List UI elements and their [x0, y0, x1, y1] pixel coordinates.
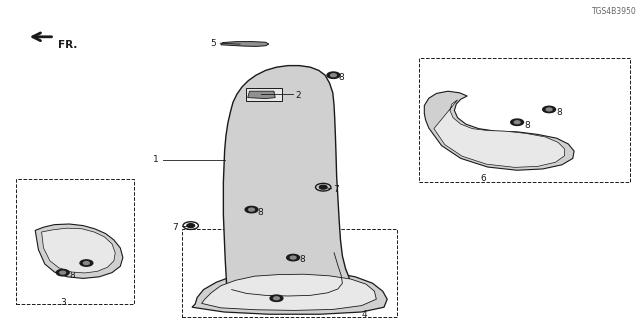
Text: 5: 5 — [211, 39, 216, 48]
Polygon shape — [424, 91, 574, 170]
Circle shape — [291, 256, 296, 259]
Text: 8: 8 — [557, 108, 563, 117]
Polygon shape — [248, 91, 275, 99]
Text: 3: 3 — [60, 298, 65, 307]
Text: 7: 7 — [333, 185, 339, 194]
Polygon shape — [419, 58, 630, 182]
Polygon shape — [42, 228, 115, 273]
Circle shape — [319, 185, 327, 189]
Polygon shape — [223, 66, 351, 301]
Circle shape — [274, 297, 280, 300]
Circle shape — [60, 271, 65, 274]
Polygon shape — [434, 100, 564, 167]
Polygon shape — [246, 88, 282, 101]
Polygon shape — [221, 42, 269, 46]
Circle shape — [287, 254, 300, 261]
Text: 7: 7 — [172, 223, 178, 232]
Circle shape — [80, 260, 93, 266]
Circle shape — [515, 121, 520, 124]
Circle shape — [543, 106, 556, 113]
Text: 4: 4 — [362, 310, 367, 319]
Text: 6: 6 — [481, 174, 486, 183]
Text: 8: 8 — [69, 271, 75, 280]
Text: 8: 8 — [284, 296, 290, 305]
Polygon shape — [202, 274, 376, 310]
Polygon shape — [182, 229, 397, 317]
Text: 8: 8 — [339, 73, 344, 82]
Circle shape — [331, 74, 337, 76]
Text: FR.: FR. — [58, 40, 77, 50]
Circle shape — [245, 206, 258, 213]
Circle shape — [84, 262, 90, 264]
Circle shape — [56, 269, 69, 276]
Circle shape — [270, 295, 283, 301]
Polygon shape — [192, 270, 387, 314]
Circle shape — [248, 208, 255, 211]
Polygon shape — [16, 179, 134, 304]
Circle shape — [511, 119, 524, 125]
Circle shape — [187, 224, 195, 228]
Text: TGS4B3950: TGS4B3950 — [592, 7, 637, 16]
Text: 1: 1 — [153, 156, 159, 164]
Text: 8: 8 — [525, 121, 531, 130]
Text: 8: 8 — [299, 255, 305, 264]
Text: 2: 2 — [295, 91, 301, 100]
Polygon shape — [35, 224, 123, 278]
Circle shape — [547, 108, 552, 111]
Circle shape — [327, 72, 340, 78]
Text: 8: 8 — [257, 208, 263, 217]
Text: 8: 8 — [92, 262, 98, 271]
